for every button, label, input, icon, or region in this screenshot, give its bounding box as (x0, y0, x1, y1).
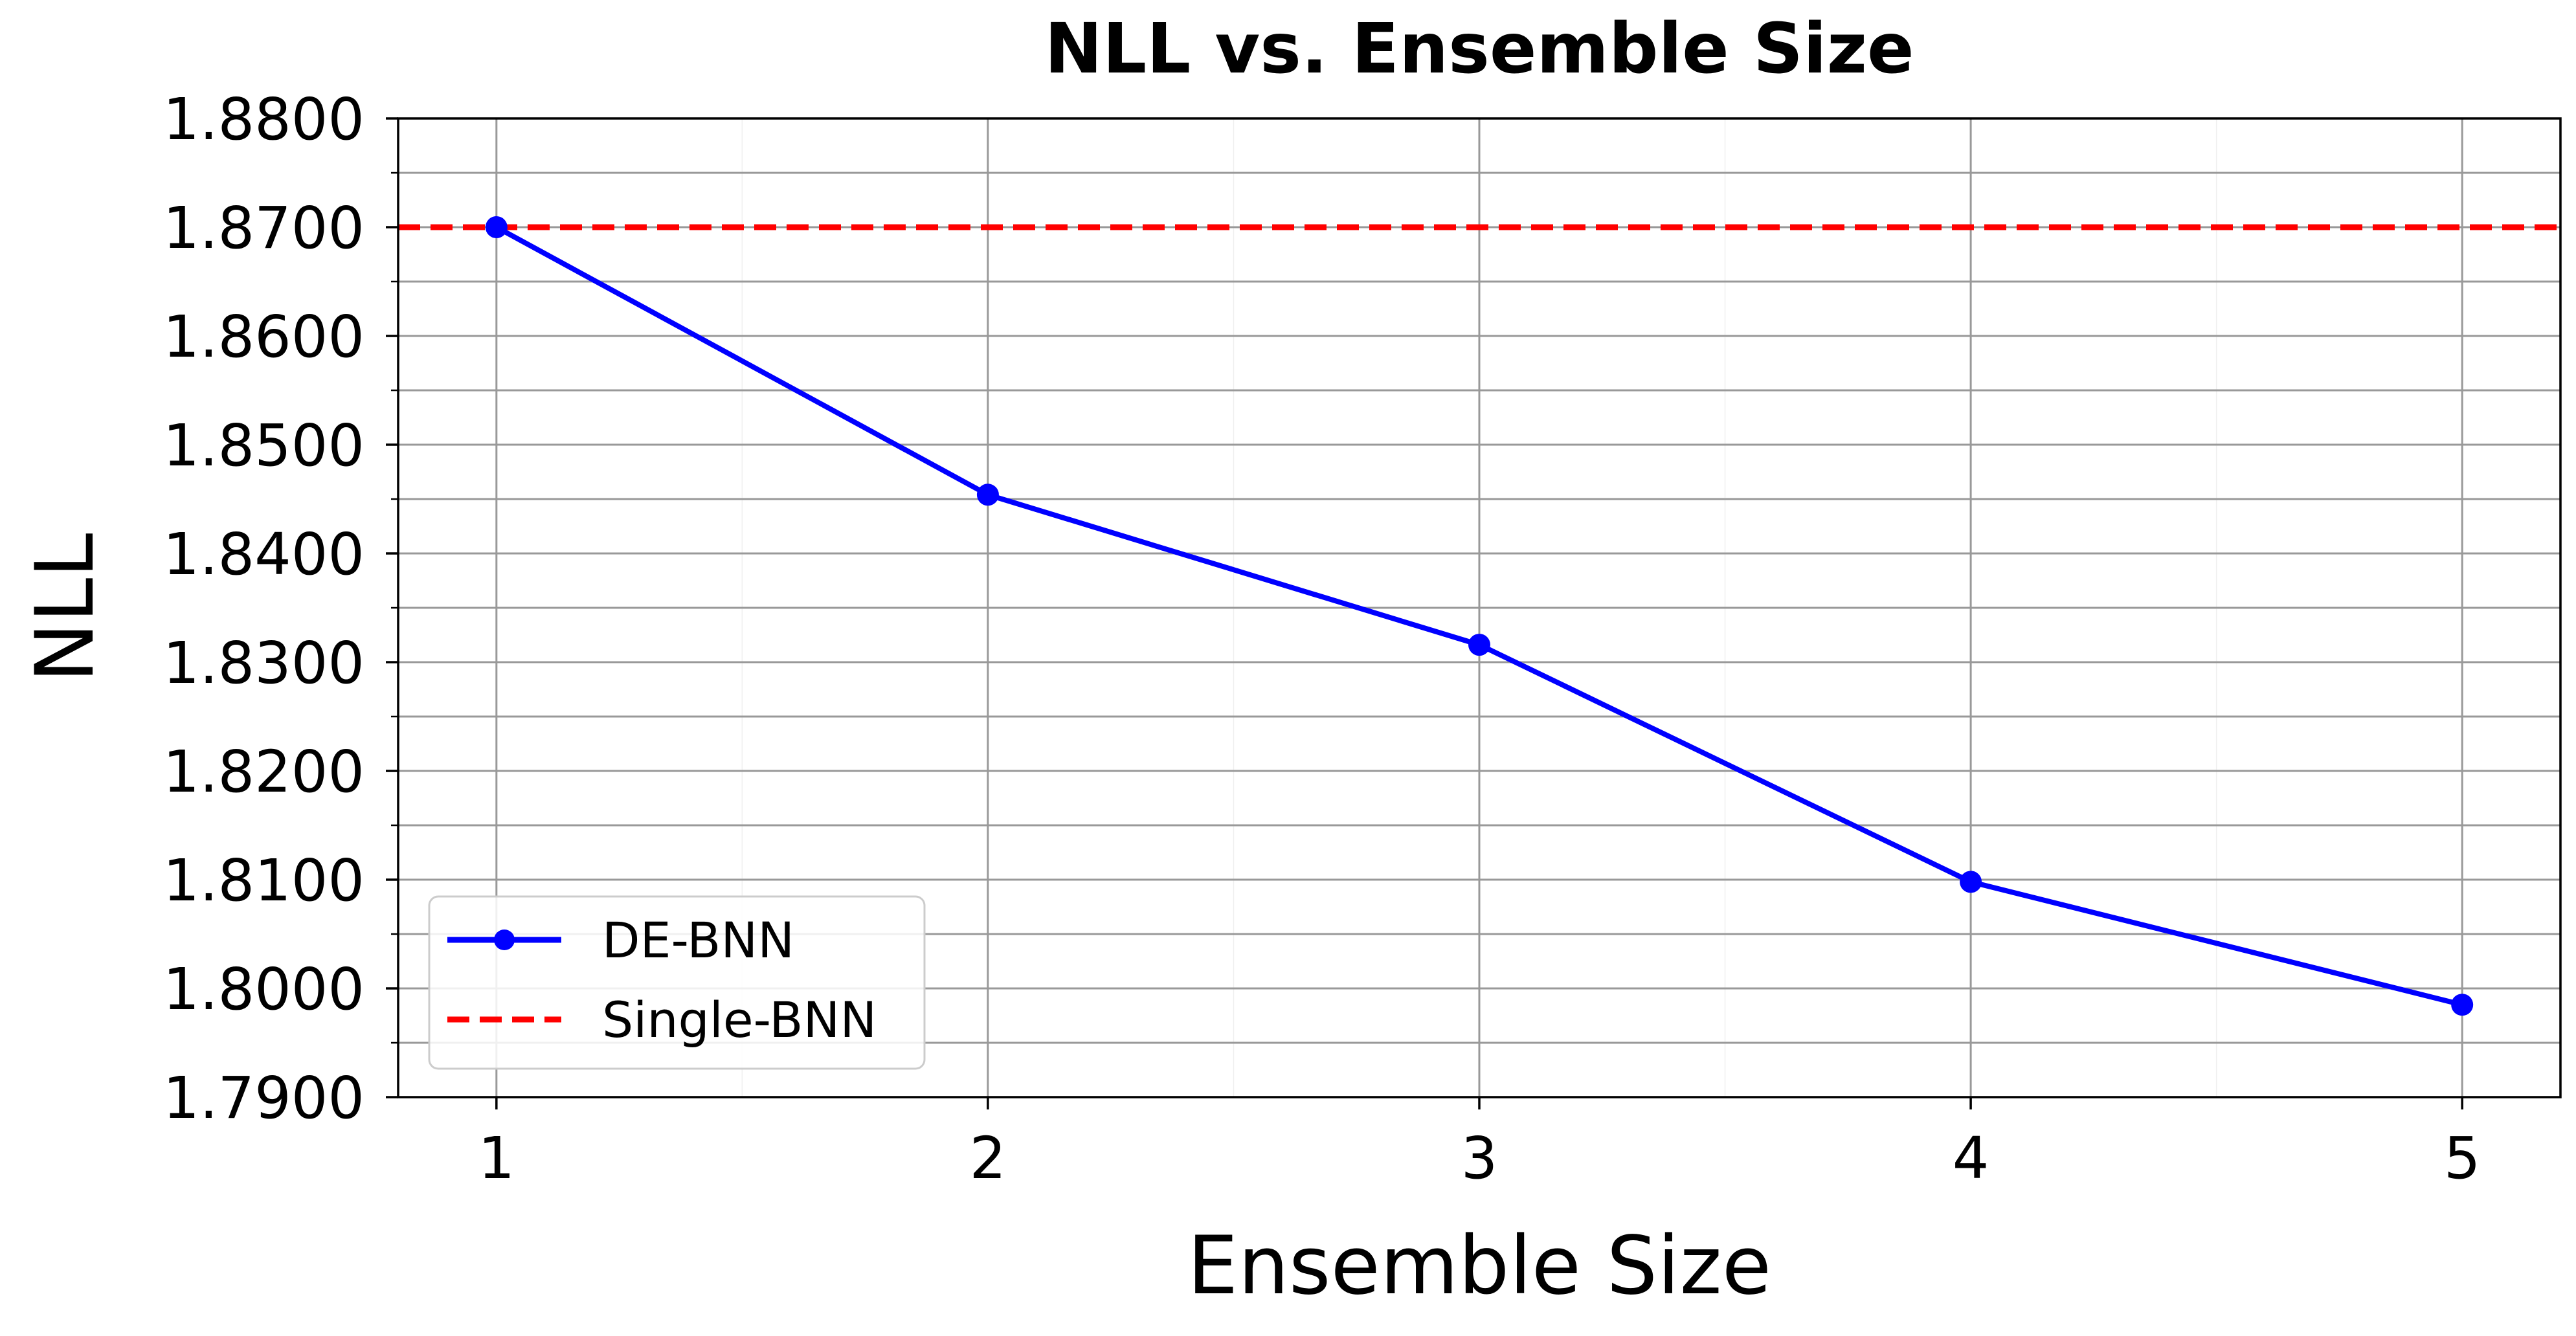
y-tick-label: 1.8500 (163, 412, 364, 479)
y-tick-label: 1.8000 (163, 955, 364, 1023)
y-tick-label: 1.8200 (163, 738, 364, 805)
legend: DE-BNN Single-BNN (428, 895, 926, 1070)
de-bnn-point (976, 484, 999, 506)
y-tick-label: 1.8800 (163, 85, 364, 153)
x-tick-label: 2 (970, 1124, 1007, 1192)
de-bnn-point (1468, 634, 1490, 656)
y-tick-label: 1.8700 (163, 194, 364, 262)
de-bnn-point (2451, 994, 2474, 1016)
x-tick-label: 3 (1461, 1124, 1498, 1192)
legend-de-bnn-marker (494, 930, 515, 950)
x-tick-label: 5 (2444, 1124, 2481, 1192)
y-tick-label: 1.8100 (163, 847, 364, 914)
de-bnn-point (485, 216, 508, 238)
de-bnn-point (1960, 871, 1982, 893)
y-tick-label: 1.8300 (163, 629, 364, 696)
y-axis-label: NLL (19, 533, 112, 683)
legend-single-bnn-label: Single-BNN (602, 991, 877, 1049)
y-tick-label: 1.8400 (163, 520, 364, 588)
legend-de-bnn-label: DE-BNN (602, 911, 794, 969)
tick-layer: 1.7900 1.8000 1.8100 1.8200 1.8300 1.8400 1.85… (163, 85, 2481, 1192)
y-tick-label: 1.8600 (163, 303, 364, 370)
y-tick-label: 1.7900 (163, 1064, 364, 1131)
x-tick-label: 1 (478, 1124, 515, 1192)
chart-title: NLL vs. Ensemble Size (1044, 9, 1914, 89)
series-layer (398, 216, 2560, 1016)
x-axis-label: Ensemble Size (1187, 1219, 1771, 1313)
x-tick-label: 4 (1953, 1124, 1989, 1192)
